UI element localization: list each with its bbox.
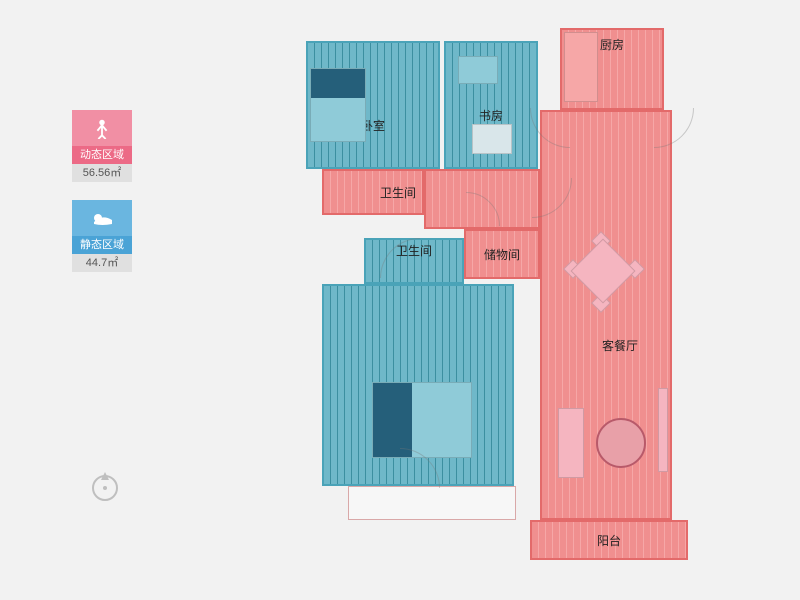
room-bath1: 卫生间 <box>322 169 424 215</box>
room-label-kitchen: 厨房 <box>600 36 624 53</box>
room-storage: 储物间 <box>464 229 540 279</box>
static-zone-label: 静态区域 <box>72 236 132 254</box>
room-label-bath1: 卫生间 <box>380 184 416 201</box>
room-balcony: 阳台 <box>530 520 688 560</box>
room-patio <box>348 486 516 520</box>
dynamic-zone-value: 56.56㎡ <box>72 164 132 182</box>
floor-plan: 卧室书房厨房卫生间储物间卫生间卧室客餐厅阳台 <box>280 28 710 568</box>
legend: 动态区域 56.56㎡ 静态区域 44.7㎡ <box>72 110 132 290</box>
furniture-tv <box>658 388 668 472</box>
room-label-living: 客餐厅 <box>602 337 638 354</box>
furniture-desk1 <box>458 56 498 84</box>
static-zone-icon <box>72 200 132 236</box>
furniture-bed2 <box>372 382 472 458</box>
room-label-storage: 储物间 <box>484 246 520 263</box>
room-label-balcony: 阳台 <box>597 532 621 549</box>
furniture-bed1 <box>310 68 366 142</box>
room-label-study: 书房 <box>479 107 503 124</box>
furniture-rug <box>596 418 646 468</box>
legend-dynamic: 动态区域 56.56㎡ <box>72 110 132 182</box>
furniture-fridge <box>472 124 512 154</box>
compass-icon <box>90 468 120 498</box>
furniture-counter <box>564 32 598 102</box>
dynamic-zone-icon <box>72 110 132 146</box>
legend-static: 静态区域 44.7㎡ <box>72 200 132 272</box>
furniture-sofa <box>558 408 584 478</box>
static-zone-value: 44.7㎡ <box>72 254 132 272</box>
dynamic-zone-label: 动态区域 <box>72 146 132 164</box>
